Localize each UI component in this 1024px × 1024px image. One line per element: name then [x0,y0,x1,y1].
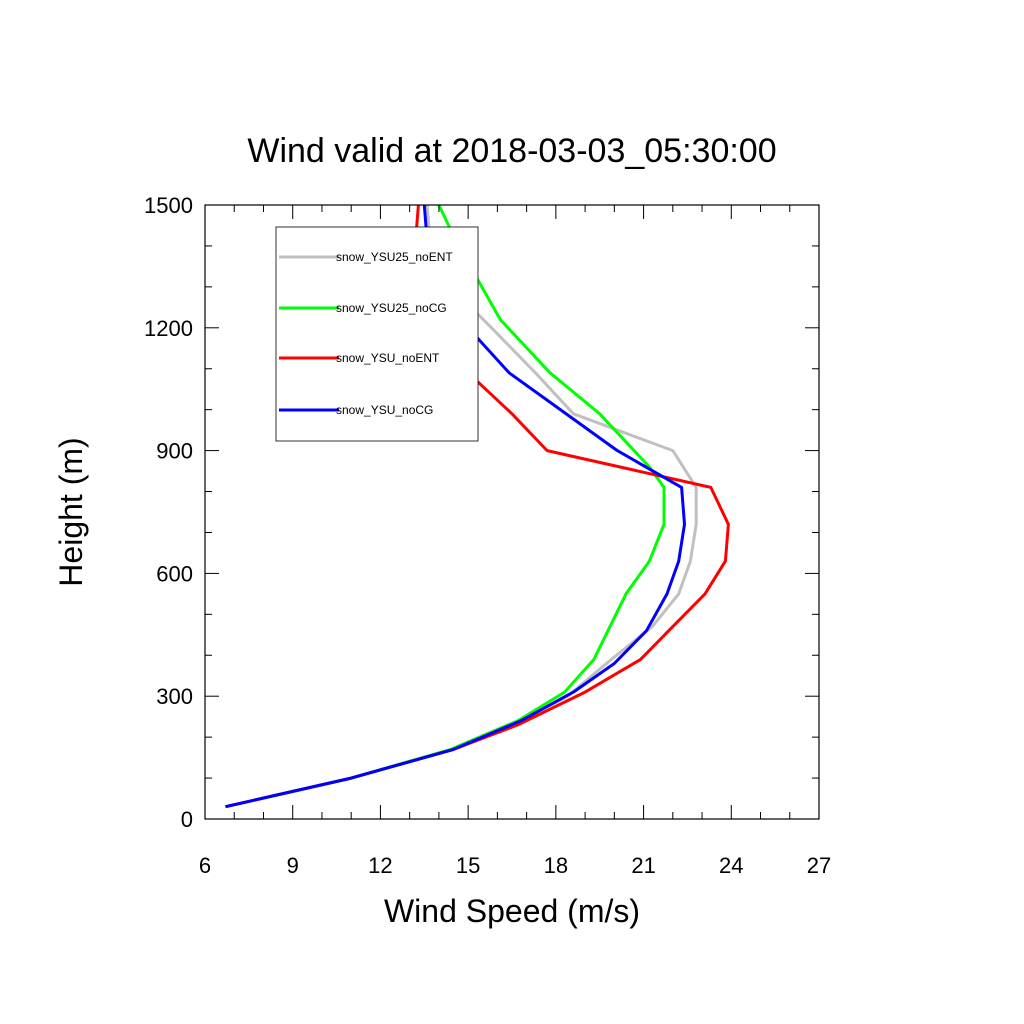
x-tick-label: 12 [368,853,392,878]
x-tick-label: 18 [544,853,568,878]
y-tick-label: 0 [181,807,193,832]
legend-label-3: snow_YSU_noCG [336,403,433,417]
legend-label-0: snow_YSU25_noENT [336,250,453,264]
legend: snow_YSU25_noENT snow_YSU25_noCG snow_YSU_… [275,226,479,442]
x-tick-label: 9 [287,853,299,878]
x-tick-label: 24 [719,853,743,878]
x-tick-label: 21 [631,853,655,878]
y-tick-label: 900 [156,439,193,464]
x-axis-label: Wind Speed (m/s) [384,893,640,929]
y-tick-label: 1500 [144,193,193,218]
y-tick-label: 1200 [144,316,193,341]
legend-label-2: snow_YSU_noENT [336,351,440,365]
x-tick-label: 15 [456,853,480,878]
legend-box [275,226,479,442]
y-axis-label: Height (m) [53,437,89,586]
tick-labels: 6 9 12 15 18 21 24 27 0 300 600 900 1200 1500 [144,193,831,878]
x-tick-label: 27 [807,853,831,878]
x-tick-label: 6 [199,853,211,878]
y-tick-label: 300 [156,684,193,709]
chart-title: Wind valid at 2018-03-03_05:30:00 [247,132,776,170]
plot-frame [204,204,820,820]
y-tick-label: 600 [156,561,193,586]
axis-ticks [204,204,820,820]
legend-label-1: snow_YSU25_noCG [336,301,447,315]
